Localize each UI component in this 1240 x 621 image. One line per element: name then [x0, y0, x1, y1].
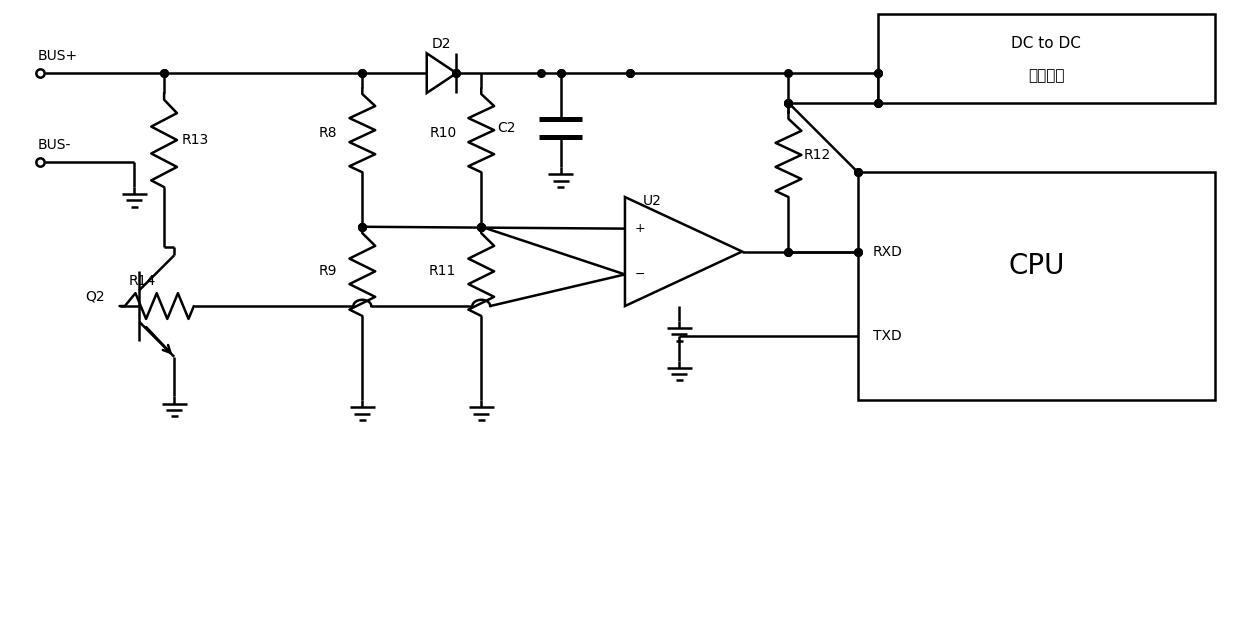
- Text: −: −: [635, 268, 645, 281]
- Text: C2: C2: [497, 120, 516, 135]
- Text: R14: R14: [128, 274, 155, 288]
- Text: D2: D2: [432, 37, 451, 52]
- Text: U2: U2: [642, 194, 662, 208]
- Text: BUS-: BUS-: [37, 138, 71, 152]
- Text: TXD: TXD: [873, 329, 901, 343]
- FancyBboxPatch shape: [878, 14, 1215, 103]
- Text: RXD: RXD: [873, 245, 903, 258]
- Text: +: +: [635, 222, 646, 235]
- FancyBboxPatch shape: [858, 172, 1215, 400]
- Text: 电源电路: 电源电路: [1028, 68, 1064, 84]
- Text: R8: R8: [319, 125, 337, 140]
- Text: R10: R10: [429, 125, 456, 140]
- Text: BUS+: BUS+: [37, 49, 77, 63]
- Text: R11: R11: [429, 265, 456, 278]
- Text: Q2: Q2: [86, 289, 104, 303]
- Polygon shape: [427, 53, 456, 93]
- Text: R13: R13: [182, 133, 210, 147]
- Text: R12: R12: [804, 148, 831, 162]
- Polygon shape: [625, 197, 743, 306]
- Text: DC to DC: DC to DC: [1011, 36, 1081, 51]
- Text: R9: R9: [319, 265, 337, 278]
- Text: CPU: CPU: [1008, 252, 1064, 281]
